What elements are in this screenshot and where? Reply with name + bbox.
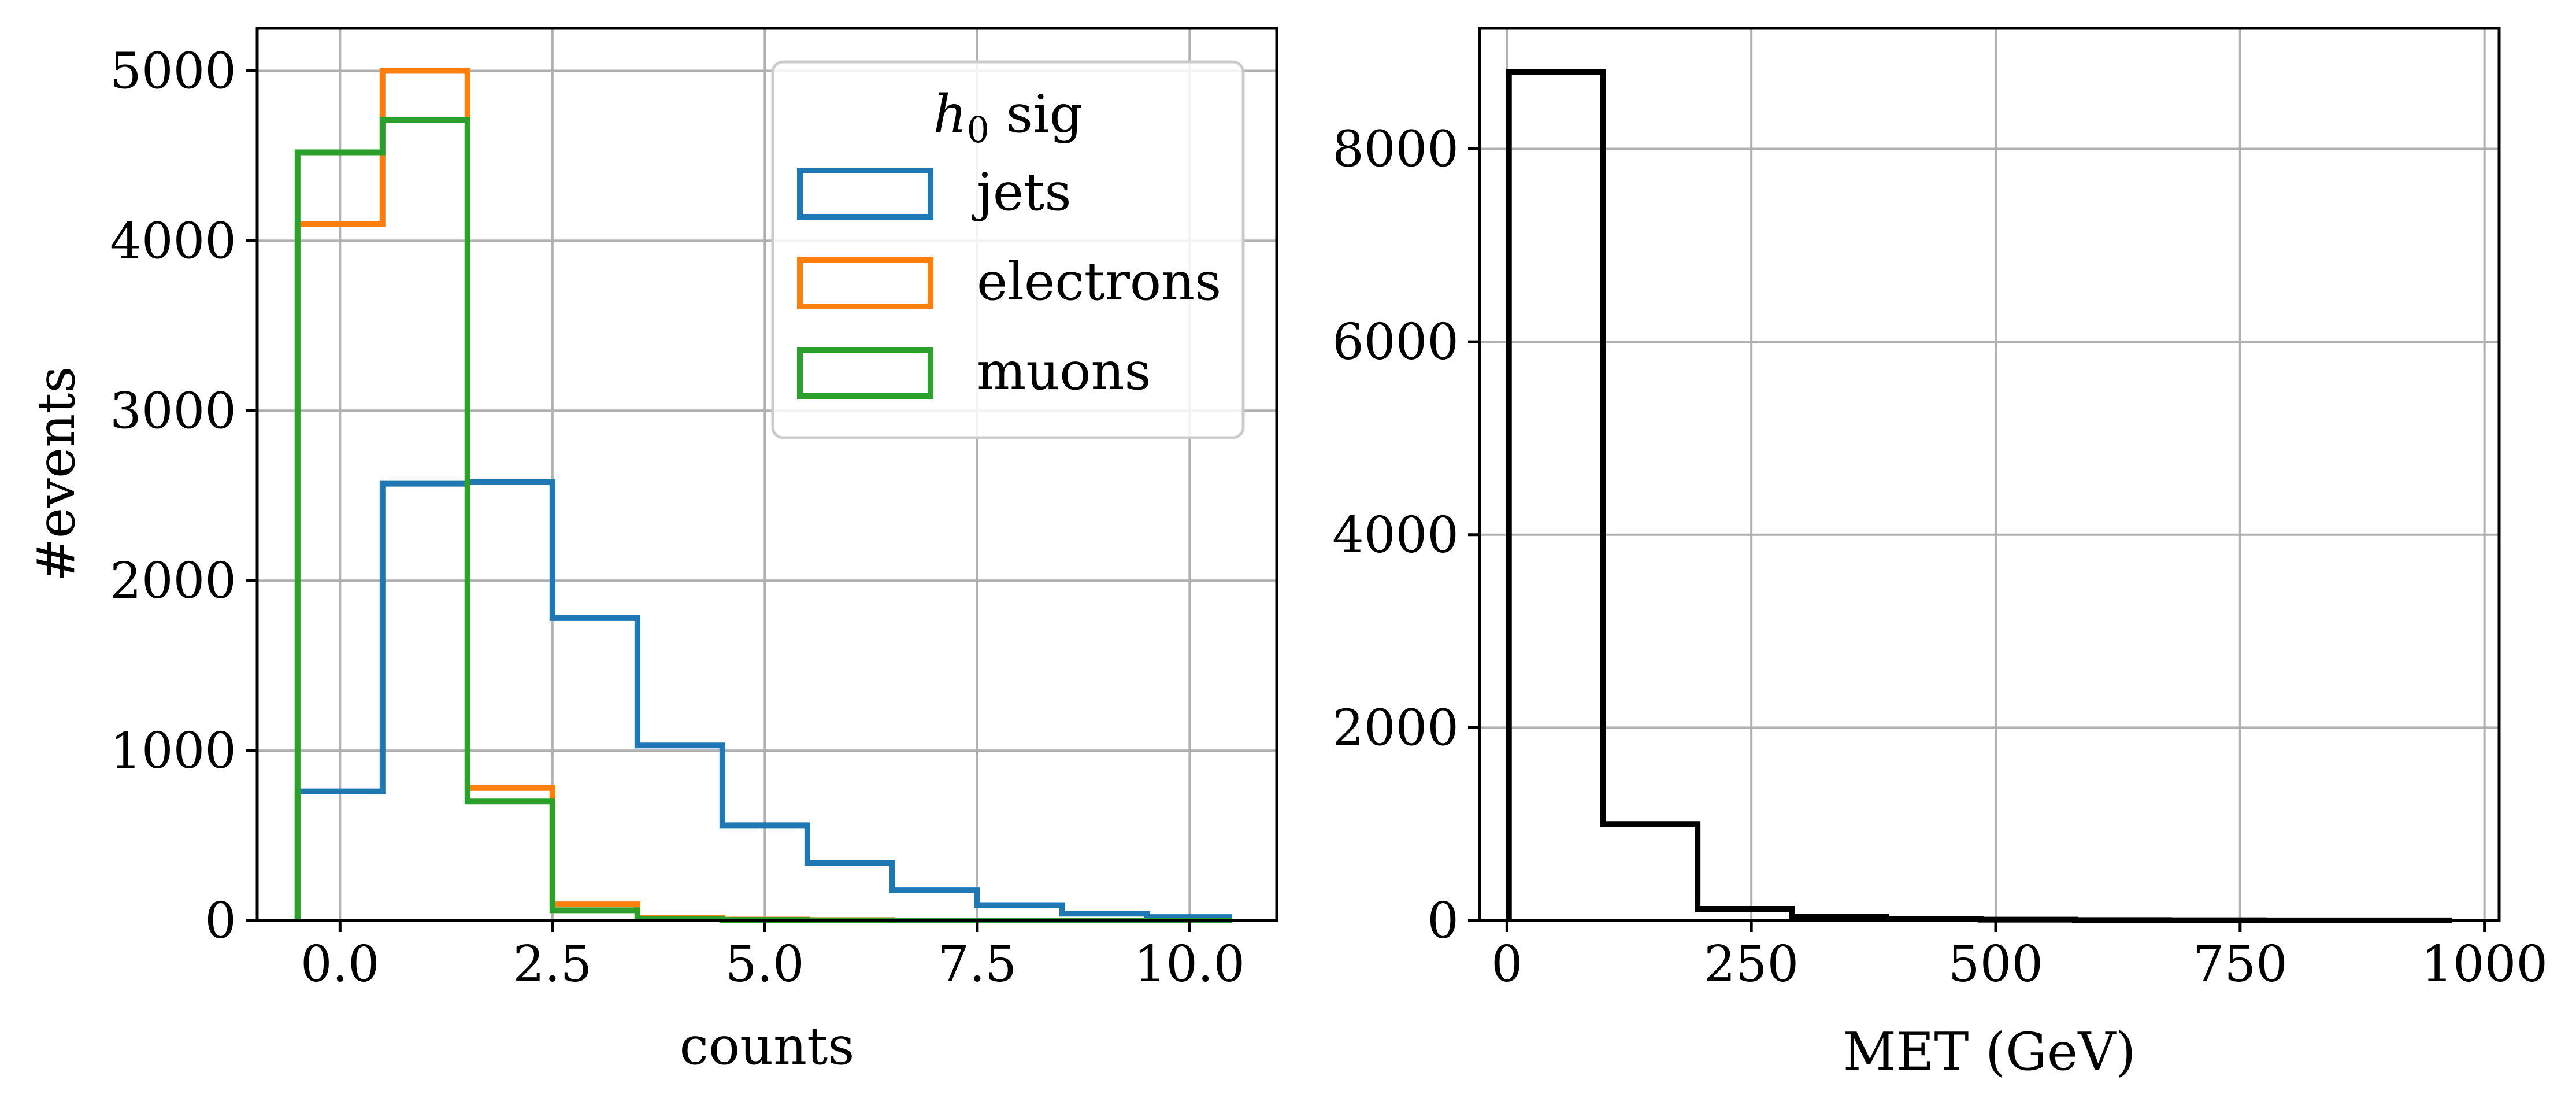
legend-label-jets: jets: [972, 162, 1072, 223]
legend: h0 sig jets electrons muons: [771, 60, 1245, 439]
x-tick-label: 250: [1704, 935, 1799, 993]
plot-frame: [255, 27, 1278, 922]
y-tick-label: 0: [205, 892, 236, 950]
y-axis-label: #events: [26, 366, 87, 582]
legend-swatch-jets: [797, 168, 933, 220]
counts-histogram-panel: 0.0 2.5 5.0 7.5 10.0 0 1000 2000 3000 4000 5000 co…: [26, 27, 1278, 1077]
x-tick-label: 750: [2193, 935, 2288, 993]
x-tick-label: 10.0: [1135, 935, 1245, 993]
x-tick-label: 0.0: [301, 935, 380, 993]
legend-swatch-muons: [797, 347, 933, 399]
ticks: 0.0 2.5 5.0 7.5 10.0 0 1000 2000 3000 4000 5000: [110, 42, 1245, 993]
x-tick-label: 5.0: [725, 935, 805, 993]
y-tick-label: 5000: [110, 42, 236, 100]
histogram-met: [1506, 69, 2452, 923]
y-tick-label: 1000: [110, 722, 236, 780]
y-tick-label: 8000: [1332, 121, 1459, 179]
y-tick-label: 0: [1427, 892, 1459, 950]
x-axis-label: MET (GeV): [1843, 1022, 2136, 1082]
x-tick-label: 500: [1948, 935, 2043, 993]
histogram-steps: [1506, 69, 2452, 923]
legend-box: [771, 60, 1245, 439]
met-histogram-panel: 0 250 500 750 1000 0 2000 4000 6000 8000 MET (GeV…: [1332, 27, 2548, 1082]
x-axis-label: counts: [680, 1016, 855, 1077]
x-tick-label: 1000: [2421, 935, 2548, 993]
legend-label-electrons: electrons: [977, 252, 1221, 312]
grid: [1480, 28, 2499, 922]
y-tick-label: 6000: [1332, 313, 1459, 371]
y-tick-label: 4000: [110, 212, 236, 270]
y-tick-label: 4000: [1332, 506, 1459, 564]
legend-items: jets electrons muons: [797, 162, 1221, 402]
y-tick-label: 2000: [110, 552, 236, 610]
ticks: 0 250 500 750 1000 0 2000 4000 6000 8000: [1332, 121, 2548, 993]
y-tick-label: 2000: [1332, 699, 1459, 757]
legend-title: h0 sig: [933, 84, 1083, 151]
x-tick-label: 7.5: [937, 935, 1017, 993]
plot-frame: [1478, 27, 2501, 922]
legend-label-muons: muons: [977, 341, 1151, 402]
x-tick-label: 2.5: [513, 935, 592, 993]
legend-swatch-electrons: [797, 257, 933, 309]
x-tick-label: 0: [1491, 935, 1523, 993]
y-tick-label: 3000: [110, 382, 236, 440]
histogram-jets: [294, 479, 1232, 920]
